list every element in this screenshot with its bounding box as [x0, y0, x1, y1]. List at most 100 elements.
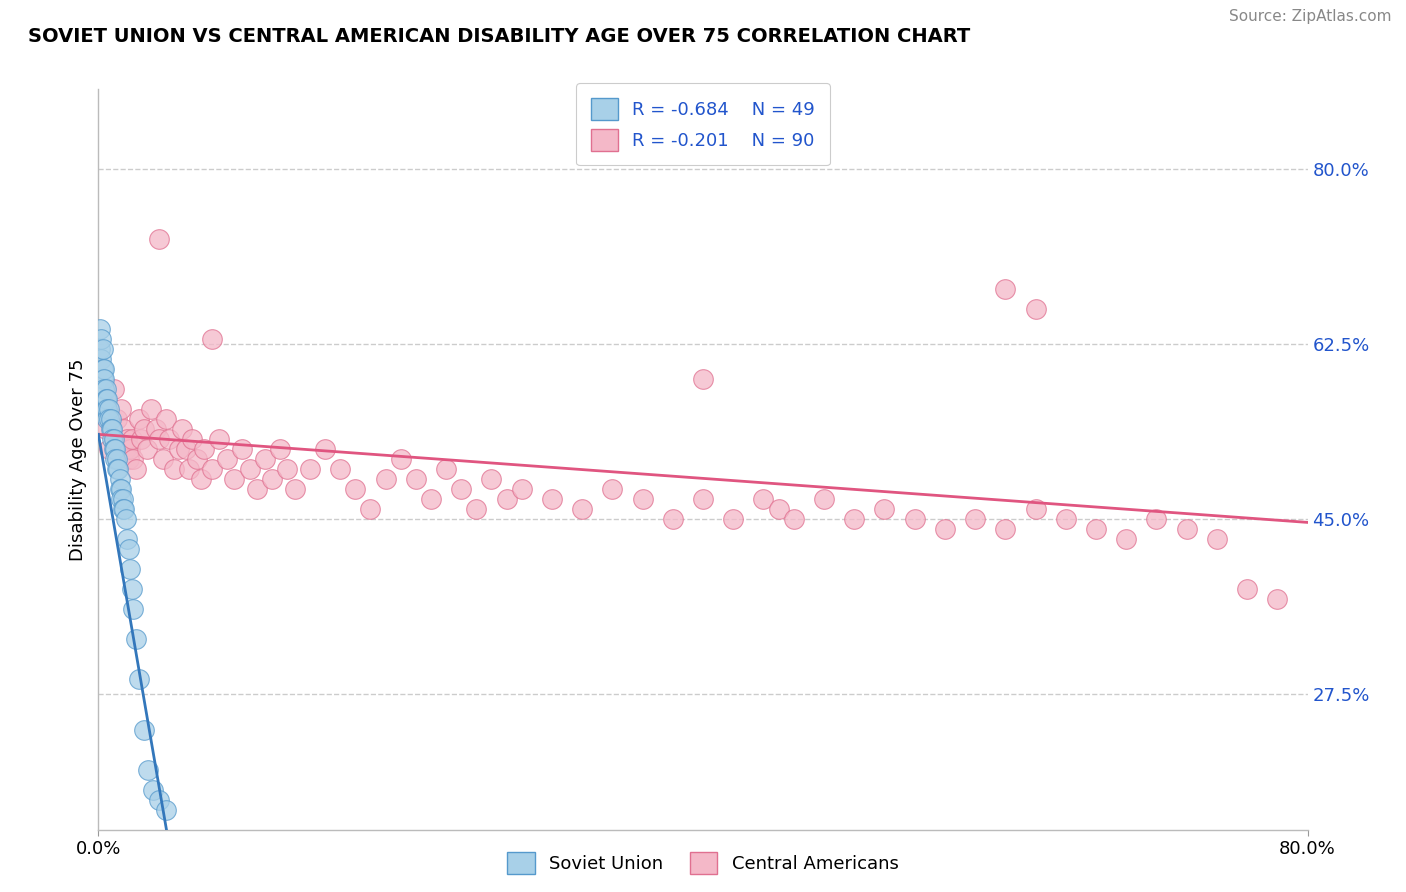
Point	[904, 512, 927, 526]
Point	[135, 442, 157, 457]
Point	[93, 362, 115, 376]
Point	[110, 492, 132, 507]
Point	[155, 412, 177, 426]
Point	[269, 442, 291, 457]
Point	[495, 492, 517, 507]
Point	[91, 343, 114, 357]
Point	[100, 422, 122, 436]
Point	[121, 433, 143, 447]
Point	[193, 442, 215, 457]
Point	[201, 462, 224, 476]
Point	[148, 792, 170, 806]
Point	[141, 402, 163, 417]
Point	[159, 433, 181, 447]
Point	[105, 412, 128, 426]
Point	[510, 483, 533, 497]
Point	[783, 512, 806, 526]
Point	[94, 392, 117, 407]
Point	[89, 343, 111, 357]
Point	[450, 483, 472, 497]
Point	[142, 782, 165, 797]
Point	[148, 232, 170, 246]
Point	[129, 433, 152, 447]
Point	[90, 332, 112, 346]
Text: Source: ZipAtlas.com: Source: ZipAtlas.com	[1229, 9, 1392, 24]
Point	[103, 382, 125, 396]
Point	[110, 402, 132, 417]
Point	[631, 492, 654, 507]
Point	[110, 483, 132, 497]
Point	[434, 462, 457, 476]
Point	[465, 502, 488, 516]
Point	[111, 502, 134, 516]
Point	[112, 422, 135, 436]
Point	[100, 412, 122, 426]
Point	[114, 442, 136, 457]
Point	[262, 472, 284, 486]
Point	[994, 523, 1017, 537]
Point	[215, 452, 238, 467]
Point	[167, 442, 190, 457]
Point	[89, 322, 111, 336]
Point	[965, 512, 987, 526]
Point	[122, 452, 145, 467]
Point	[692, 372, 714, 386]
Point	[163, 462, 186, 476]
Point	[103, 433, 125, 447]
Point	[181, 433, 204, 447]
Point	[844, 512, 866, 526]
Point	[91, 372, 114, 386]
Point	[389, 452, 412, 467]
Point	[276, 462, 298, 476]
Y-axis label: Disability Age Over 75: Disability Age Over 75	[69, 358, 87, 561]
Point	[1085, 523, 1108, 537]
Point	[602, 483, 624, 497]
Point	[374, 472, 396, 486]
Point	[768, 502, 790, 516]
Point	[1024, 502, 1046, 516]
Point	[723, 512, 745, 526]
Point	[540, 492, 562, 507]
Point	[98, 442, 121, 457]
Point	[91, 362, 114, 376]
Point	[105, 462, 128, 476]
Point	[93, 382, 115, 396]
Point	[118, 452, 141, 467]
Point	[96, 392, 118, 407]
Point	[405, 472, 427, 486]
Point	[128, 673, 150, 687]
Point	[1054, 512, 1077, 526]
Point	[132, 422, 155, 436]
Legend: Soviet Union, Central Americans: Soviet Union, Central Americans	[498, 843, 908, 883]
Point	[98, 402, 121, 417]
Point	[299, 462, 322, 476]
Point	[314, 442, 336, 457]
Point	[179, 462, 201, 476]
Point	[125, 462, 148, 476]
Point	[1144, 512, 1167, 526]
Point	[420, 492, 443, 507]
Point	[128, 412, 150, 426]
Point	[246, 483, 269, 497]
Point	[132, 723, 155, 737]
Point	[344, 483, 367, 497]
Point	[93, 372, 115, 386]
Point	[120, 442, 142, 457]
Point	[231, 442, 253, 457]
Point	[94, 402, 117, 417]
Point	[1236, 582, 1258, 597]
Point	[360, 502, 382, 516]
Point	[224, 472, 246, 486]
Point	[115, 533, 138, 547]
Point	[115, 433, 138, 447]
Point	[98, 412, 121, 426]
Point	[284, 483, 307, 497]
Point	[170, 422, 193, 436]
Point	[253, 452, 276, 467]
Point	[145, 422, 167, 436]
Point	[101, 422, 124, 436]
Point	[101, 433, 124, 447]
Point	[1175, 523, 1198, 537]
Point	[111, 492, 134, 507]
Point	[1024, 302, 1046, 317]
